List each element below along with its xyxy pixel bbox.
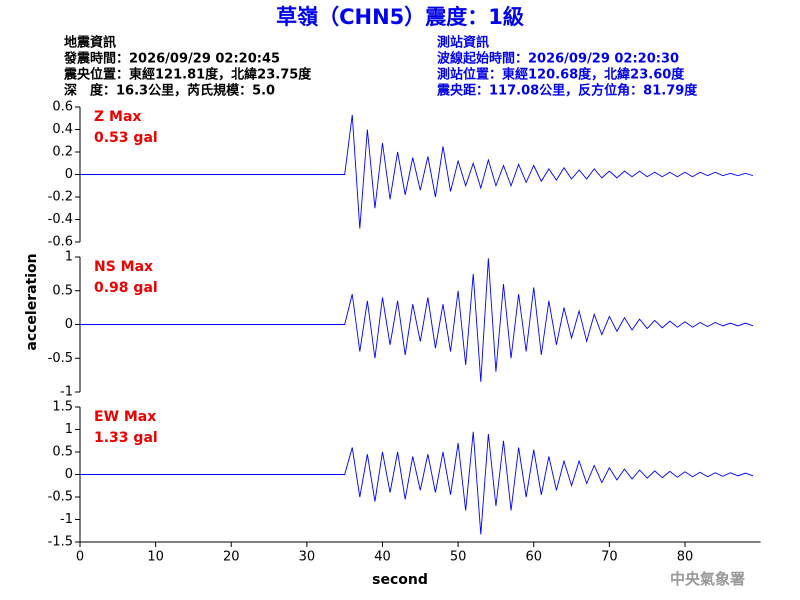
waveform xyxy=(80,114,754,229)
panel-annotation: 1.33 gal xyxy=(94,430,158,446)
event-info: 發震時間：2026/09/29 02:20:45 xyxy=(63,51,280,67)
y-tick-label: -1 xyxy=(60,385,73,400)
y-tick-label: -0.5 xyxy=(48,351,73,366)
x-tick-label: 60 xyxy=(525,550,542,565)
x-axis-label: second xyxy=(372,572,428,588)
chart-title: 草嶺（CHN5）震度：1級 xyxy=(276,5,524,29)
x-tick-label: 10 xyxy=(147,550,164,565)
panel-annotation: 0.98 gal xyxy=(94,280,158,296)
y-tick-label: 1 xyxy=(65,422,73,437)
y-tick-label: 1 xyxy=(65,250,73,265)
y-tick-label: 0 xyxy=(65,467,73,482)
panel-annotation: NS Max xyxy=(94,259,153,275)
y-tick-label: 0.6 xyxy=(52,100,73,115)
y-tick-label: 0 xyxy=(65,317,73,332)
y-axis-label: acceleration xyxy=(24,253,40,350)
station-info: 波線起始時間：2026/09/29 02:20:30 xyxy=(437,51,679,67)
y-tick-label: -0.5 xyxy=(48,490,73,505)
event-info: 深 度：16.3公里，芮氏規模：5.0 xyxy=(64,83,275,99)
x-tick-label: 70 xyxy=(601,550,618,565)
y-tick-label: 0.2 xyxy=(52,145,73,160)
x-tick-label: 20 xyxy=(223,550,240,565)
event-info: 地震資訊 xyxy=(64,35,116,51)
x-tick-label: 50 xyxy=(450,550,467,565)
station-info: 測站位置：東經120.68度，北緯23.60度 xyxy=(437,67,685,83)
y-tick-label: -1 xyxy=(60,512,73,527)
x-tick-label: 40 xyxy=(374,550,391,565)
footer: 中央氣象署 xyxy=(670,570,745,588)
station-info: 震央距：117.08公里，反方位角：81.79度 xyxy=(436,83,698,99)
y-tick-label: 0.4 xyxy=(52,122,73,137)
y-tick-label: -0.2 xyxy=(48,190,73,205)
panel-annotation: 0.53 gal xyxy=(94,130,158,146)
x-tick-label: 0 xyxy=(76,550,84,565)
panel-annotation: Z Max xyxy=(94,109,141,125)
y-tick-label: -0.4 xyxy=(48,212,73,227)
x-tick-label: 30 xyxy=(299,550,316,565)
y-tick-label: 1.5 xyxy=(52,400,73,415)
waveform xyxy=(80,431,754,535)
waveform xyxy=(80,258,754,382)
y-tick-label: 0 xyxy=(65,167,73,182)
panel-annotation: EW Max xyxy=(94,409,156,425)
event-info: 震央位置：東經121.81度，北緯23.75度 xyxy=(63,67,312,83)
station-info: 測站資訊 xyxy=(437,35,489,51)
y-tick-label: -0.6 xyxy=(48,235,73,250)
x-tick-label: 80 xyxy=(677,550,694,565)
y-tick-label: 0.5 xyxy=(52,445,73,460)
y-tick-label: -1.5 xyxy=(48,535,73,550)
y-tick-label: 0.5 xyxy=(52,283,73,298)
